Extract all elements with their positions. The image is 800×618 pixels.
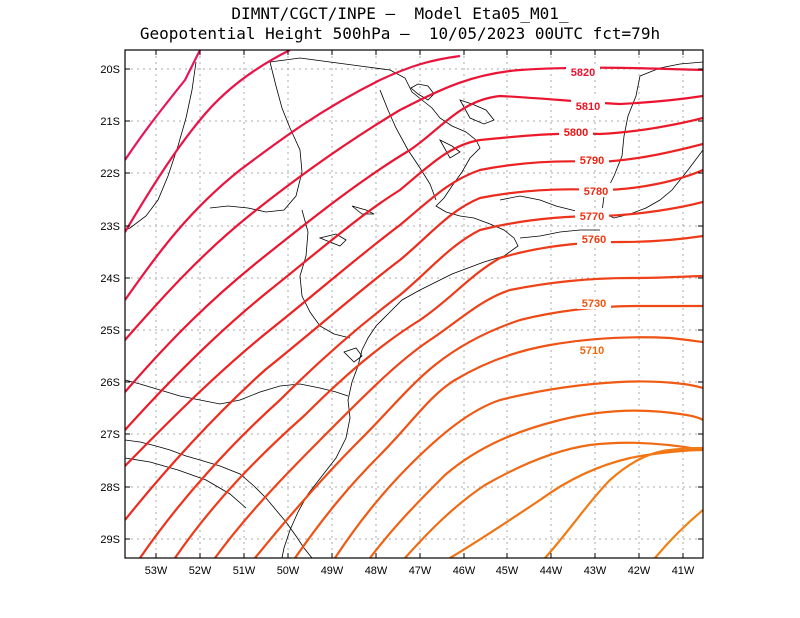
axis-ticks	[125, 50, 703, 558]
lon-label-52w: 52W	[189, 565, 212, 577]
lon-label-51w: 51W	[233, 565, 256, 577]
contour-label-5730: 5730	[582, 298, 606, 310]
lon-label-48w: 48W	[365, 565, 388, 577]
grid-lines	[125, 50, 703, 558]
lon-label-44w: 44W	[540, 565, 563, 577]
contour-line	[125, 54, 461, 301]
lon-label-47w: 47W	[409, 565, 432, 577]
contour-line	[139, 200, 703, 558]
contour-label-5800: 5800	[564, 127, 588, 139]
lon-label-49w: 49W	[321, 565, 344, 577]
lon-label-43w: 43W	[584, 565, 607, 577]
lon-label-42w: 42W	[628, 565, 651, 577]
lon-label-53w: 53W	[145, 565, 168, 577]
contour-label-5790: 5790	[580, 155, 604, 167]
contour-label-5820: 5820	[571, 67, 595, 79]
lon-label-45w: 45W	[496, 565, 519, 577]
contour-line	[449, 448, 703, 558]
lat-label-20s: 20S	[100, 64, 120, 76]
lat-label-29s: 29S	[100, 534, 120, 546]
contour-line	[125, 66, 703, 341]
lat-label-26s: 26S	[100, 377, 120, 389]
contour-line	[125, 116, 703, 431]
map-title-line-1: DIMNT/CGCT/INPE – Model Eta05_M01_	[231, 4, 569, 23]
contour-label-5770: 5770	[580, 211, 604, 223]
latitude-labels: 20S 21S 22S 23S 24S 25S 26S 27S 28S 29S	[100, 64, 120, 546]
contour-lines	[125, 50, 703, 558]
map-frame	[124, 49, 704, 559]
contour-line	[214, 274, 703, 558]
lon-label-46w: 46W	[453, 565, 476, 577]
contour-line	[254, 304, 703, 558]
contour-line	[544, 446, 703, 558]
contour-line	[404, 441, 703, 558]
contour-line	[125, 50, 291, 233]
lat-label-28s: 28S	[100, 482, 120, 494]
contour-line	[125, 50, 201, 161]
lon-label-50w: 50W	[277, 565, 300, 577]
contour-label-5760: 5760	[582, 234, 606, 246]
longitude-labels: 53W 52W 51W 50W 49W 48W 47W 46W 45W 44W …	[145, 565, 695, 577]
lat-label-23s: 23S	[100, 221, 120, 233]
contour-line	[294, 336, 703, 558]
contour-label-5810: 5810	[576, 101, 600, 113]
lat-label-24s: 24S	[100, 273, 120, 285]
lon-label-41w: 41W	[672, 565, 695, 577]
contour-line	[369, 409, 703, 558]
map-title-line-2: Geopotential Height 500hPa – 10/05/2023 …	[139, 24, 661, 43]
lat-label-21s: 21S	[100, 116, 120, 128]
lat-label-22s: 22S	[100, 168, 120, 180]
contour-label-5710: 5710	[580, 345, 604, 357]
lat-label-25s: 25S	[100, 325, 120, 337]
contour-line	[125, 94, 703, 393]
contour-line	[174, 234, 703, 558]
lat-label-27s: 27S	[100, 429, 120, 441]
contour-label-5780: 5780	[584, 186, 608, 198]
contour-line	[654, 509, 703, 558]
coastline-and-borders	[125, 57, 703, 558]
contour-line	[334, 380, 703, 558]
